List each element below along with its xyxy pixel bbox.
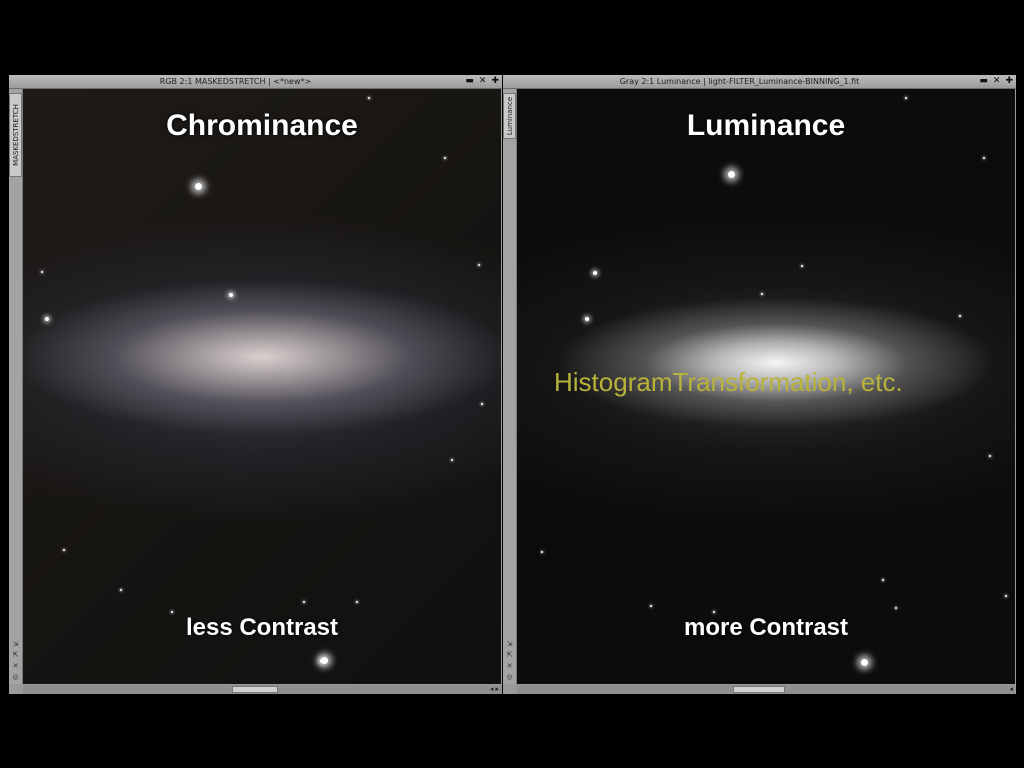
side-tab-luminance[interactable]: Luminance bbox=[503, 93, 516, 139]
caption-less-contrast: less Contrast bbox=[185, 614, 339, 641]
scroll-left-icon[interactable]: ◂ bbox=[1009, 686, 1013, 693]
caption-chrominance: Chrominance bbox=[166, 109, 358, 142]
window-title: RGB 2:1 MASKEDSTRETCH | <*new*> bbox=[159, 77, 312, 86]
fit-view-icon[interactable]: ⇲ bbox=[506, 641, 513, 648]
caption-luminance: Luminance bbox=[686, 109, 846, 142]
side-tab-bar: Luminance ⇲ ⇱ ✕ ◎ bbox=[503, 89, 517, 684]
horizontal-scrollbar[interactable]: ◂ bbox=[517, 685, 1015, 694]
target-icon[interactable]: ◎ bbox=[12, 674, 19, 681]
fit-view-icon[interactable]: ⇲ bbox=[12, 641, 19, 648]
histogram-transformation-label: HistogramTransformation, etc. bbox=[554, 367, 903, 397]
close-icon[interactable]: ✕ bbox=[478, 76, 487, 86]
image-canvas[interactable]: Chrominance less Contrast bbox=[23, 89, 501, 684]
luminance-window: Gray 2:1 Luminance | light-FILTER_Lumina… bbox=[503, 75, 1016, 694]
minimize-icon[interactable]: ▬ bbox=[979, 76, 988, 86]
side-tab-label: MASKEDSTRETCH bbox=[11, 104, 20, 166]
side-tab-label: Luminance bbox=[505, 96, 514, 136]
zoom-icon[interactable]: ⇱ bbox=[12, 652, 19, 659]
close-icon[interactable]: ✕ bbox=[992, 76, 1001, 86]
window-titlebar[interactable]: Gray 2:1 Luminance | light-FILTER_Lumina… bbox=[503, 75, 1016, 89]
close-view-icon[interactable]: ✕ bbox=[12, 663, 19, 670]
maximize-icon[interactable]: ✚ bbox=[491, 76, 499, 86]
target-icon[interactable]: ◎ bbox=[506, 674, 513, 681]
scroll-arrows-icon[interactable]: ◂ ▸ bbox=[490, 686, 499, 693]
side-tab-bar: MASKEDSTRETCH ⇲ ⇱ ✕ ◎ bbox=[9, 89, 23, 684]
window-title: Gray 2:1 Luminance | light-FILTER_Lumina… bbox=[619, 77, 860, 86]
zoom-icon[interactable]: ⇱ bbox=[506, 652, 513, 659]
image-canvas[interactable]: Luminance HistogramTransformation, etc. … bbox=[517, 89, 1015, 684]
caption-more-contrast: more Contrast bbox=[683, 614, 849, 641]
side-tab-maskedstretch[interactable]: MASKEDSTRETCH bbox=[9, 93, 22, 177]
maximize-icon[interactable]: ✚ bbox=[1005, 76, 1013, 86]
scrollbar-thumb[interactable] bbox=[232, 686, 278, 693]
minimize-icon[interactable]: ▬ bbox=[465, 76, 474, 86]
window-titlebar[interactable]: RGB 2:1 MASKEDSTRETCH | <*new*> ▬ ✕ ✚ bbox=[9, 75, 502, 89]
scrollbar-thumb[interactable] bbox=[733, 686, 785, 693]
chrominance-window: RGB 2:1 MASKEDSTRETCH | <*new*> ▬ ✕ ✚ MA… bbox=[9, 75, 502, 694]
horizontal-scrollbar[interactable]: ◂ ▸ bbox=[23, 685, 501, 694]
close-view-icon[interactable]: ✕ bbox=[506, 663, 513, 670]
